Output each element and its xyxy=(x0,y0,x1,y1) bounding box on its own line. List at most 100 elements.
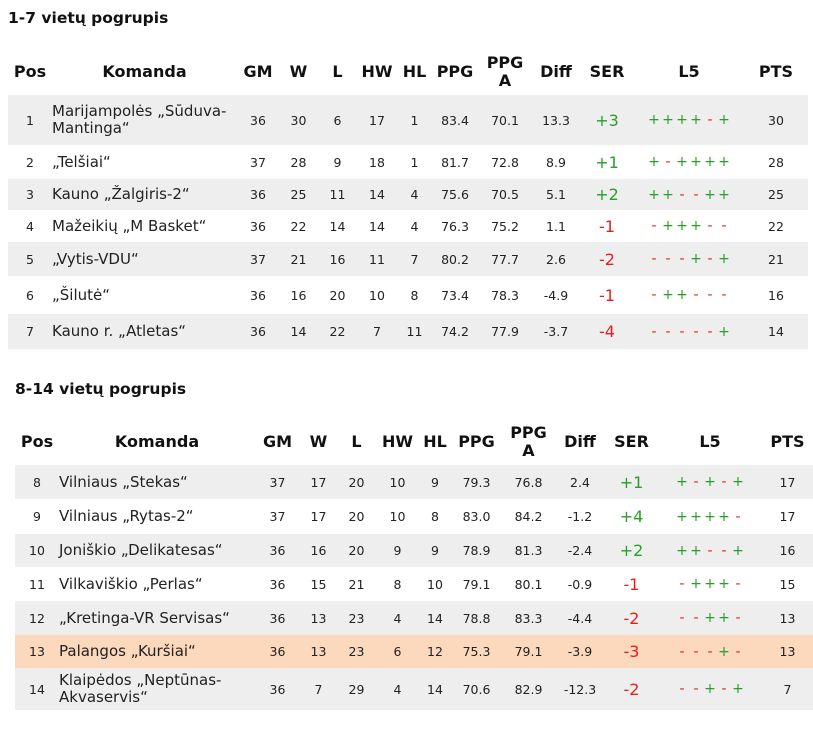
cell-series: +1 xyxy=(605,465,658,499)
cell-home-losses: 8 xyxy=(419,499,451,534)
cell-series: +2 xyxy=(580,179,634,210)
cell-pos: 3 xyxy=(8,179,52,210)
cell-gm: 36 xyxy=(237,276,279,314)
header-ser: SER xyxy=(614,431,649,451)
cell-wins: 17 xyxy=(300,499,337,534)
cell-pos: 13 xyxy=(15,635,59,668)
cell-wins: 22 xyxy=(279,210,318,242)
loss-mark: - xyxy=(679,323,685,340)
loss-mark: - xyxy=(721,681,727,697)
win-mark: + xyxy=(718,508,730,525)
win-mark: + xyxy=(690,154,702,170)
header-ppg: PPG xyxy=(436,61,474,81)
cell-ppga: 78.3 xyxy=(478,276,532,314)
table-row: 9 Vilniaus „Rytas-2“ 37 17 20 10 8 83.0 84.2 -1.2… xyxy=(15,499,813,534)
cell-last5: - + + - - - xyxy=(634,276,744,314)
cell-home-losses: 12 xyxy=(419,635,451,668)
loss-mark: - xyxy=(679,643,685,660)
cell-team: Vilniaus „Rytas-2“ xyxy=(59,499,255,534)
cell-gm: 36 xyxy=(237,210,279,242)
cell-gm: 36 xyxy=(237,179,279,210)
cell-home-wins: 6 xyxy=(376,635,419,668)
cell-gm: 36 xyxy=(237,314,279,349)
table-row: 3 Kauno „Žalgiris-2“ 36 25 11 14 4 75.6 70.5 5.1 +… xyxy=(8,179,808,210)
win-mark: + xyxy=(704,474,716,490)
cell-ppg: 80.2 xyxy=(432,242,478,276)
table-header-row: Pos Komanda GM W L HW HL PPG PPG A Diff SER L5 PTS xyxy=(8,48,808,95)
cell-wins: 16 xyxy=(300,534,337,567)
cell-losses: 21 xyxy=(337,567,376,601)
group-title: 8-14 vietų pogrupis xyxy=(15,380,187,398)
header-gm: GM xyxy=(262,431,293,451)
cell-home-wins: 10 xyxy=(376,499,419,534)
cell-wins: 30 xyxy=(279,95,318,145)
win-mark: + xyxy=(718,643,730,660)
loss-mark: - xyxy=(735,643,741,660)
cell-losses: 16 xyxy=(318,242,357,276)
loss-mark: - xyxy=(707,251,713,267)
cell-ppga: 82.9 xyxy=(502,668,555,710)
win-mark: + xyxy=(690,508,702,525)
cell-wins: 21 xyxy=(279,242,318,276)
loss-mark: - xyxy=(721,542,727,559)
cell-losses: 23 xyxy=(337,635,376,668)
cell-team: „Telšiai“ xyxy=(52,145,237,179)
loss-mark: - xyxy=(665,251,671,267)
cell-gm: 36 xyxy=(255,567,300,601)
header-ppga-line2: A xyxy=(498,70,512,90)
cell-points: 25 xyxy=(744,179,808,210)
cell-losses: 20 xyxy=(318,276,357,314)
cell-series: -1 xyxy=(580,210,634,242)
header-diff: Diff xyxy=(564,431,596,451)
cell-diff: 2.4 xyxy=(555,465,605,499)
header-pos: Pos xyxy=(20,431,54,451)
cell-ppg: 79.3 xyxy=(451,465,502,499)
loss-mark: - xyxy=(679,576,685,592)
cell-pos: 7 xyxy=(8,314,52,349)
cell-gm: 37 xyxy=(255,499,300,534)
win-mark: + xyxy=(676,287,688,303)
cell-gm: 36 xyxy=(237,95,279,145)
loss-mark: - xyxy=(721,287,727,303)
cell-wins: 7 xyxy=(300,668,337,710)
cell-series: -2 xyxy=(605,668,658,710)
loss-mark: - xyxy=(707,112,713,128)
cell-last5: - + + + - - xyxy=(634,210,744,242)
cell-series: -3 xyxy=(605,635,658,668)
cell-home-losses: 10 xyxy=(419,567,451,601)
win-mark: + xyxy=(648,112,660,128)
header-diff: Diff xyxy=(540,61,572,81)
cell-diff: 1.1 xyxy=(532,210,580,242)
cell-team: Palangos „Kuršiai“ xyxy=(59,635,255,668)
cell-ppg: 73.4 xyxy=(432,276,478,314)
win-mark: + xyxy=(690,542,702,559)
cell-pos: 12 xyxy=(15,601,59,635)
cell-home-wins: 4 xyxy=(376,601,419,635)
cell-wins: 13 xyxy=(300,635,337,668)
header-hl: HL xyxy=(423,431,447,451)
table-row: 14 Klaipėdos „Neptūnas-Akvaservis“ 36 7 29 4 1… xyxy=(15,668,813,710)
table-row: 12 „Kretinga-VR Servisas“ 36 13 23 4 14 78.8 83.… xyxy=(15,601,813,635)
win-mark: + xyxy=(648,186,660,203)
standings-table: Pos Komanda GM W L HW HL PPG PPG A Diff SER L5 PTS 8 Vi… xyxy=(15,418,813,710)
win-mark: + xyxy=(690,218,702,234)
cell-ppga: 72.8 xyxy=(478,145,532,179)
cell-ppga: 83.3 xyxy=(502,601,555,635)
header-ppga-line1: PPG xyxy=(510,422,547,442)
cell-diff: -4.4 xyxy=(555,601,605,635)
cell-points: 30 xyxy=(744,95,808,145)
cell-pos: 10 xyxy=(15,534,59,567)
cell-wins: 14 xyxy=(279,314,318,349)
win-mark: + xyxy=(690,251,702,267)
cell-points: 14 xyxy=(744,314,808,349)
cell-team: Kauno r. „Atletas“ xyxy=(52,314,237,349)
header-ppg: PPG xyxy=(458,431,495,451)
header-l: L xyxy=(332,61,343,81)
table-row: 1 Marijampolės „Sūduva-Mantinga“ 36 30 6 17 1 8… xyxy=(8,95,808,145)
cell-last5: - + + + - xyxy=(658,567,762,601)
cell-ppga: 70.1 xyxy=(478,95,532,145)
win-mark: + xyxy=(704,186,716,203)
win-mark: + xyxy=(704,610,716,626)
cell-team: Mažeikių „M Basket“ xyxy=(52,210,237,242)
cell-ppg: 83.4 xyxy=(432,95,478,145)
